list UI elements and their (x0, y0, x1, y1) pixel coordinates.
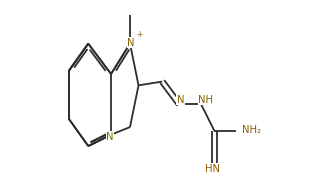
Text: N: N (127, 38, 135, 48)
Text: NH₂: NH₂ (242, 125, 261, 135)
Text: +: + (136, 30, 142, 39)
Text: NH: NH (198, 95, 213, 105)
Text: N: N (106, 132, 114, 141)
Text: N: N (176, 95, 184, 105)
Text: HN: HN (205, 164, 220, 174)
